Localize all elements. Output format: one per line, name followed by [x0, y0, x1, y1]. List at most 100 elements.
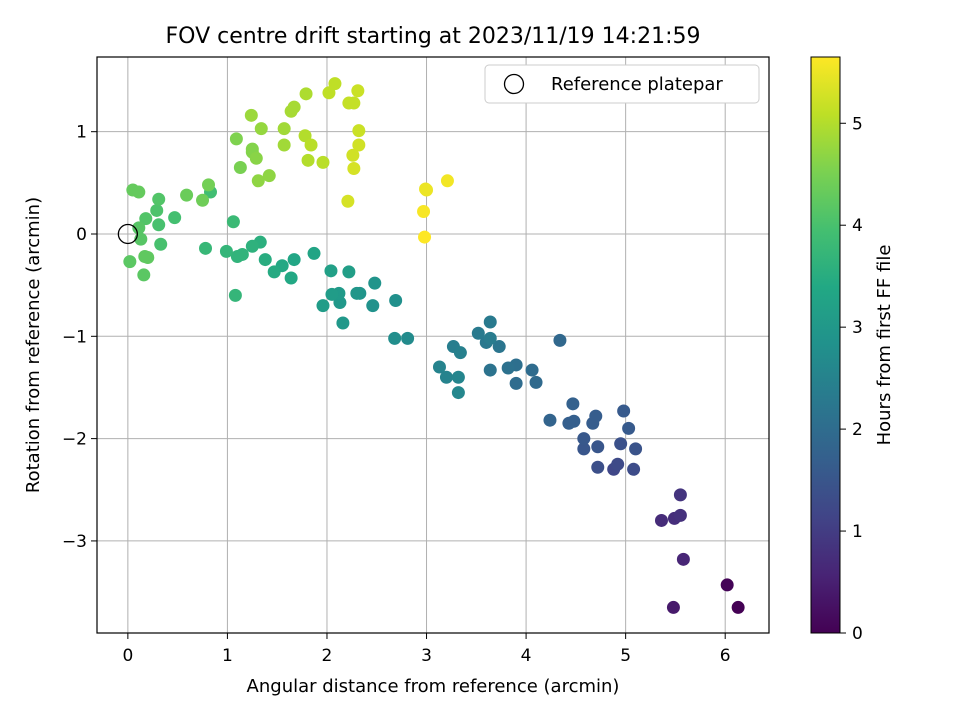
colorbar-ticks: 0 1 2 3 4 5: [840, 114, 863, 644]
y-tick-label: −3: [62, 532, 87, 552]
colorbar-tick-label: 3: [852, 318, 863, 338]
scatter-point: [401, 331, 415, 345]
scatter-point: [287, 100, 301, 114]
scatter-point: [673, 508, 687, 522]
scatter-point: [483, 363, 497, 377]
scatter-point: [417, 204, 431, 218]
scatter-point: [351, 84, 365, 98]
x-tick-label: 6: [720, 646, 731, 666]
x-tick-label: 2: [322, 646, 333, 666]
x-tick-label: 1: [222, 646, 233, 666]
scatter-point: [123, 255, 137, 269]
y-tick-label: 1: [76, 123, 87, 143]
scatter-point: [154, 237, 168, 251]
scatter-point: [152, 192, 166, 206]
scatter-point: [230, 250, 244, 264]
scatter-point: [492, 340, 506, 354]
scatter-point: [501, 361, 515, 375]
scatter-point: [562, 416, 576, 430]
scatter-point: [277, 122, 291, 136]
scatter-point: [543, 413, 557, 427]
scatter-point: [301, 153, 315, 167]
scatter-point: [150, 203, 164, 217]
scatter-point: [152, 218, 166, 232]
scatter-point: [350, 286, 364, 300]
scatter-point: [316, 299, 330, 313]
scatter-point: [254, 122, 268, 136]
chart-title: FOV centre drift starting at 2023/11/19 …: [166, 24, 701, 49]
scatter-point: [284, 271, 298, 285]
scatter-point: [439, 370, 453, 384]
scatter-point: [342, 265, 356, 279]
scatter-point: [228, 288, 242, 302]
scatter-point: [316, 155, 330, 169]
colorbar-tick-label: 0: [852, 624, 863, 644]
scatter-point: [141, 251, 155, 265]
scatter-point: [673, 488, 687, 502]
scatter-point: [389, 293, 403, 307]
scatter-point: [322, 86, 336, 100]
scatter-point: [451, 370, 465, 384]
scatter-point: [388, 331, 402, 345]
scatter-point: [622, 421, 636, 435]
scatter-point: [244, 108, 258, 122]
scatter-point: [629, 442, 643, 456]
colorbar-tick-label: 5: [852, 114, 863, 134]
scatter-point: [591, 460, 605, 474]
scatter-point: [258, 253, 272, 267]
scatter-point: [483, 315, 497, 329]
legend-label-reference: Reference platepar: [551, 74, 723, 95]
scatter-point: [196, 193, 210, 207]
scatter-point: [720, 578, 734, 592]
scatter-point: [347, 162, 361, 176]
scatter-point: [267, 265, 281, 279]
scatter-point: [627, 462, 641, 476]
scatter-point: [325, 287, 339, 301]
scatter-point: [347, 96, 361, 110]
scatter-point: [139, 212, 153, 226]
colorbar-tick-label: 1: [852, 522, 863, 542]
reference-marker-group: [117, 223, 139, 245]
scatter-point: [368, 276, 382, 290]
scatter-point: [352, 124, 366, 138]
x-tick-label: 0: [122, 646, 133, 666]
scatter-point: [324, 264, 338, 278]
colorbar: 0 1 2 3 4 5 Hours from first FF file: [810, 56, 895, 644]
scatter-point: [180, 188, 194, 202]
y-tick-label: 0: [76, 225, 87, 245]
scatter-point: [304, 138, 318, 152]
scatter-point: [346, 148, 360, 162]
scatter-point: [654, 513, 668, 527]
scatter-point: [202, 178, 216, 192]
scatter-point: [451, 386, 465, 400]
scatter-point: [731, 600, 745, 614]
scatter-point: [566, 397, 580, 411]
colorbar-gradient: [810, 56, 841, 634]
x-axis-label: Angular distance from reference (arcmin): [247, 676, 620, 697]
scatter-point: [262, 169, 276, 183]
grid: [97, 57, 769, 633]
scatter-point: [307, 246, 321, 260]
scatter-point: [432, 360, 446, 374]
scatter-point: [287, 253, 301, 267]
scatter-point: [611, 457, 625, 471]
scatter-point: [471, 326, 485, 340]
y-tick-label: −1: [62, 327, 87, 347]
scatter-point: [251, 174, 265, 188]
scatter-point: [617, 404, 631, 418]
scatter-point: [132, 185, 146, 199]
scatter-point: [233, 160, 247, 174]
legend-box: [484, 64, 760, 104]
x-tick-label: 4: [521, 646, 532, 666]
scatter-point: [132, 221, 146, 235]
scatter-point: [168, 211, 182, 225]
scatter-point: [299, 87, 313, 101]
reference-platepar-marker: [117, 223, 139, 245]
scatter-point: [245, 239, 259, 253]
scatter-point: [336, 316, 350, 330]
scatter-point: [529, 375, 543, 389]
colorbar-tick-label: 4: [852, 216, 863, 236]
scatter-point: [352, 138, 366, 152]
scatter-point: [420, 183, 434, 197]
